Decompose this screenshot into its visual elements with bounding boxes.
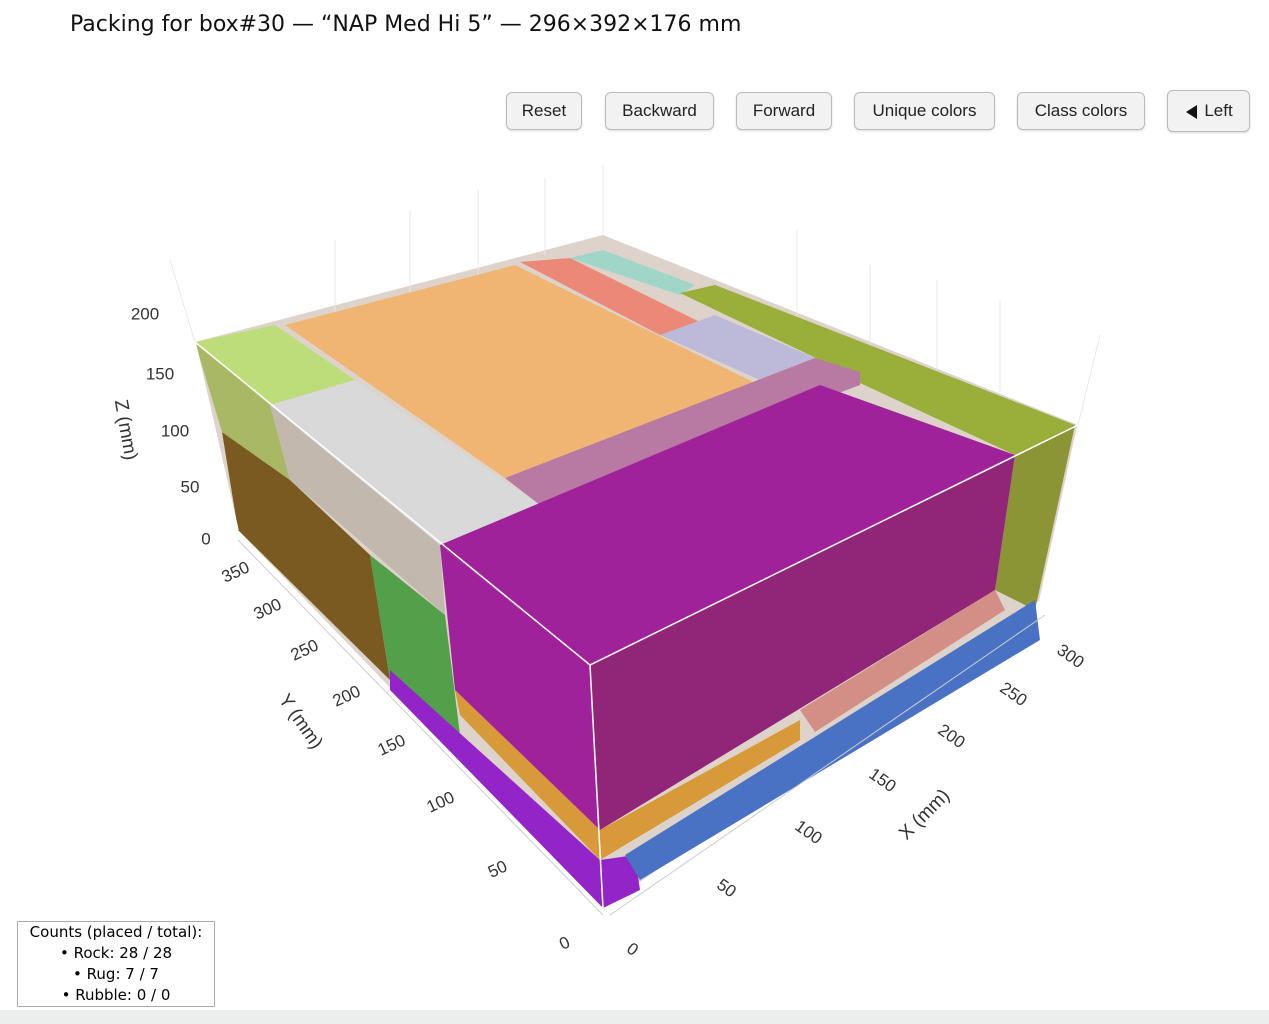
x-tick-label: 300 [1054, 640, 1088, 672]
y-tick-label: 250 [288, 635, 322, 664]
x-tick-label: 0 [623, 939, 642, 960]
y-tick-label: 50 [485, 856, 510, 881]
y-tick-label: 100 [424, 787, 458, 816]
left-button-label: Left [1204, 101, 1233, 120]
counts-title: Counts (placed / total): [29, 923, 203, 941]
counts-item: • Rubble: 0 / 0 [61, 986, 171, 1004]
box-edges [194, 341, 1079, 909]
class-colors-button[interactable]: Class colors [1017, 92, 1145, 130]
x-tick-label: 50 [713, 875, 739, 901]
counts-item: • Rug: 7 / 7 [73, 965, 159, 983]
z-tick-label: 100 [161, 421, 189, 440]
z-tick-label: 0 [201, 529, 210, 548]
x-tick-label: 200 [935, 720, 969, 752]
x-tick-label: 100 [792, 816, 826, 848]
left-arrow-icon [1186, 105, 1197, 119]
page-title: Packing for box#30 — “NAP Med Hi 5” — 29… [70, 12, 742, 37]
z-tick-label: 150 [146, 364, 174, 383]
forward-button[interactable]: Forward [736, 92, 832, 130]
x-axis-label: X (mm) [895, 785, 954, 844]
counts-item: • Rock: 28 / 28 [59, 944, 173, 962]
x-tick-label: 250 [997, 678, 1031, 710]
z-axis-label: Z (mm) [110, 398, 141, 462]
y-tick-label: 350 [219, 557, 253, 586]
left-button[interactable]: Left [1167, 90, 1250, 132]
bottom-bar [0, 1010, 1269, 1024]
packed-items [195, 250, 1075, 908]
z-tick-label: 50 [181, 477, 200, 496]
z-tick-label: 200 [131, 304, 159, 323]
y-axis-label: Y (mm) [274, 690, 327, 753]
backward-button[interactable]: Backward [605, 92, 714, 130]
y-tick-label: 200 [330, 681, 364, 710]
axis-lines [237, 539, 1046, 916]
y-tick-label: 300 [251, 594, 285, 623]
reset-button[interactable]: Reset [506, 92, 582, 130]
counts-legend: Counts (placed / total): • Rock: 28 / 28… [17, 921, 215, 1007]
y-tick-label: 150 [375, 730, 409, 759]
unique-colors-button[interactable]: Unique colors [854, 92, 995, 130]
x-tick-label: 150 [866, 764, 900, 796]
y-tick-label: 0 [556, 932, 573, 953]
